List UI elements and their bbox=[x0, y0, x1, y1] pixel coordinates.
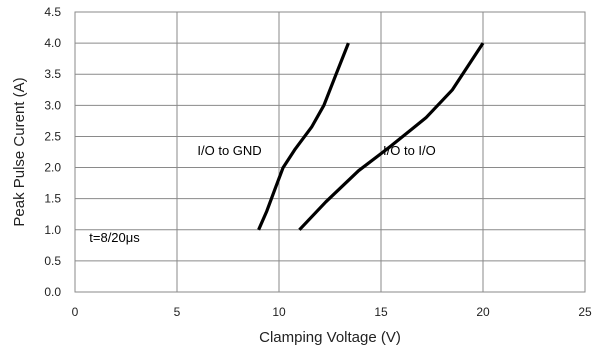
y-axis-title: Peak Pulse Curent (A) bbox=[11, 77, 28, 226]
x-axis-ticks: 0 5 10 15 20 25 bbox=[72, 305, 592, 319]
y-tick-label: 0.0 bbox=[44, 285, 61, 299]
y-tick-label: 4.0 bbox=[44, 36, 61, 50]
x-tick-label: 5 bbox=[174, 305, 181, 319]
y-tick-label: 1.5 bbox=[44, 192, 61, 206]
y-tick-label: 3.5 bbox=[44, 67, 61, 81]
x-tick-label: 15 bbox=[374, 305, 388, 319]
grid bbox=[74, 11, 586, 293]
x-tick-label: 25 bbox=[578, 305, 592, 319]
y-tick-label: 2.0 bbox=[44, 161, 61, 175]
y-tick-label: 0.5 bbox=[44, 254, 61, 268]
y-tick-label: 2.5 bbox=[44, 129, 61, 143]
series-line-io-to-io bbox=[298, 42, 485, 231]
label-io-to-io: I/O to I/O bbox=[383, 143, 436, 158]
label-io-to-gnd: I/O to GND bbox=[197, 143, 261, 158]
y-tick-label: 3.0 bbox=[44, 98, 61, 112]
label-pulse-waveform: t=8/20μs bbox=[89, 230, 140, 245]
y-tick-label: 4.5 bbox=[44, 5, 61, 19]
series-group bbox=[257, 42, 485, 231]
y-axis-ticks: 0.0 0.5 1.0 1.5 2.0 2.5 3.0 3.5 4.0 4.5 bbox=[44, 5, 61, 299]
y-tick-label: 1.0 bbox=[44, 223, 61, 237]
x-tick-label: 0 bbox=[72, 305, 79, 319]
x-tick-label: 20 bbox=[476, 305, 490, 319]
plot-area-border bbox=[74, 11, 586, 293]
x-tick-label: 10 bbox=[272, 305, 286, 319]
x-axis-title: Clamping Voltage (V) bbox=[259, 329, 401, 346]
annotations: I/O to GND I/O to I/O t=8/20μs bbox=[89, 143, 436, 245]
series-line-io-to-gnd bbox=[257, 42, 350, 231]
